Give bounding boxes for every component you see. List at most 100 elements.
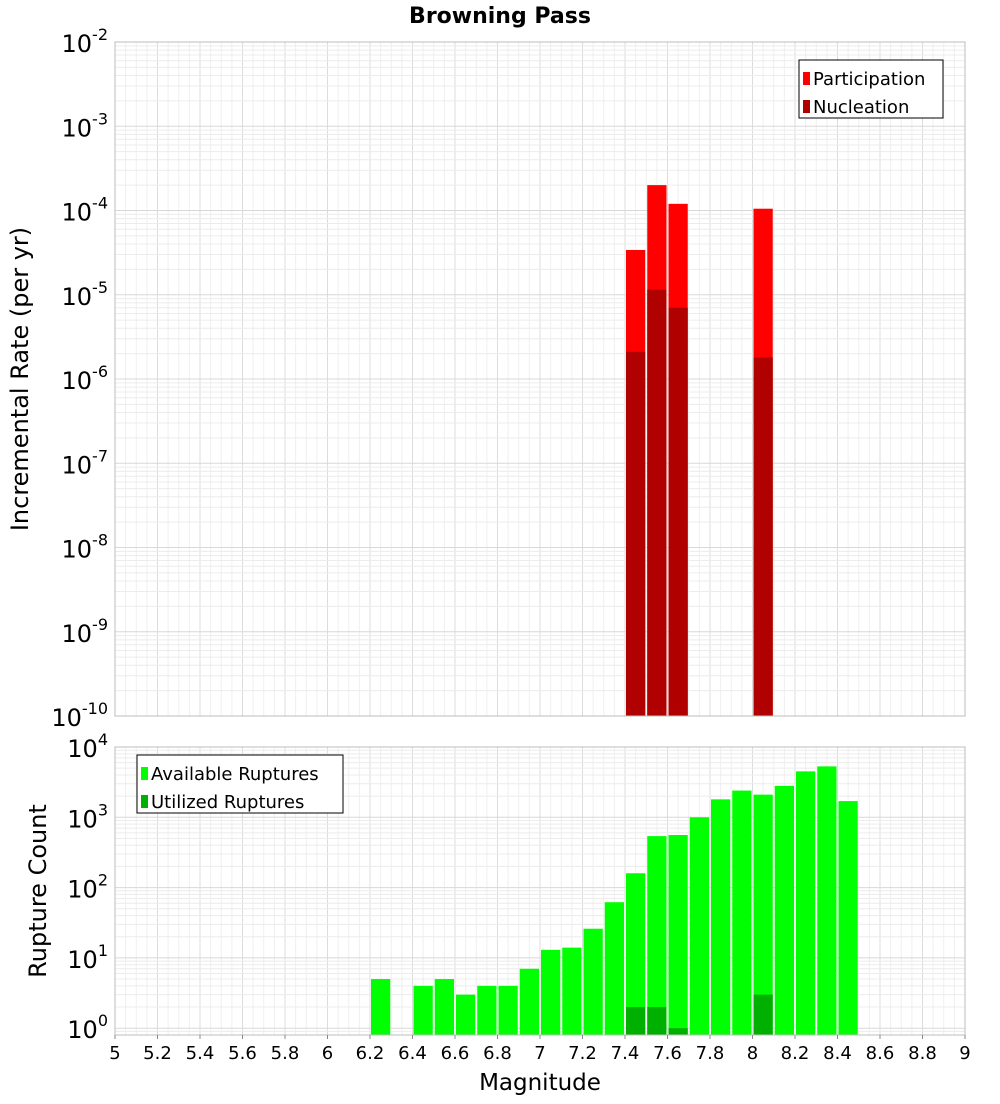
legend-swatch — [141, 767, 148, 780]
bar-primary — [477, 985, 497, 1035]
bar-secondary — [626, 1007, 646, 1035]
y-tick-exponent: -10 — [82, 699, 108, 718]
legend-label: Participation — [813, 69, 925, 90]
x-tick-label: 5.4 — [186, 1043, 215, 1064]
y-tick-base: 10 — [67, 805, 98, 833]
bar-secondary — [753, 357, 773, 716]
bar-primary — [583, 928, 603, 1035]
x-tick-label: 6 — [322, 1043, 333, 1064]
bar-primary — [413, 985, 433, 1035]
y-tick-base: 10 — [62, 536, 93, 564]
y-tick-base: 10 — [62, 114, 93, 142]
top-y-axis-label: Incremental Rate (per yr) — [6, 227, 34, 531]
x-tick-label: 7 — [534, 1043, 545, 1064]
y-tick-exponent: -7 — [92, 446, 108, 465]
bar-primary — [668, 834, 688, 1035]
legend-swatch — [803, 100, 810, 113]
bar-primary — [753, 794, 773, 1035]
x-tick-label: 8.2 — [781, 1043, 810, 1064]
y-tick-base: 10 — [67, 1016, 98, 1044]
y-tick-exponent: 4 — [98, 730, 108, 749]
y-tick-exponent: -8 — [92, 531, 108, 550]
bar-secondary — [668, 307, 688, 716]
y-tick-exponent: 1 — [98, 941, 108, 960]
bar-primary — [647, 836, 667, 1035]
y-tick-exponent: -4 — [92, 194, 108, 213]
y-tick-label: 10-9 — [62, 615, 109, 648]
top-panel: 10-210-310-410-510-610-710-810-910-10Par… — [51, 25, 966, 732]
plot-frame — [114, 41, 966, 717]
bar-secondary — [647, 289, 667, 716]
x-tick-label: 8.6 — [866, 1043, 895, 1064]
x-tick-label: 7.2 — [568, 1043, 597, 1064]
legend-label: Available Ruptures — [151, 764, 319, 785]
x-tick-label: 6.4 — [398, 1043, 427, 1064]
y-tick-label: 104 — [67, 730, 108, 763]
bar-primary — [434, 979, 454, 1035]
legend-box — [798, 59, 944, 119]
bar-primary — [498, 985, 518, 1035]
bar-primary — [838, 801, 858, 1035]
y-tick-label: 100 — [67, 1011, 108, 1044]
bar-primary — [796, 771, 816, 1035]
y-tick-base: 10 — [51, 704, 82, 732]
x-tick-label: 5.8 — [271, 1043, 300, 1064]
y-tick-label: 101 — [67, 941, 108, 974]
y-tick-label: 103 — [67, 800, 108, 833]
bar-primary — [562, 947, 582, 1035]
y-tick-label: 10-10 — [51, 699, 108, 732]
x-tick-label: 6.2 — [356, 1043, 385, 1064]
x-tick-label: 5 — [109, 1043, 120, 1064]
x-tick-label: 8 — [747, 1043, 758, 1064]
legend-swatch — [803, 72, 810, 85]
y-tick-base: 10 — [62, 620, 93, 648]
bar-primary — [604, 902, 624, 1035]
legend-label: Nucleation — [813, 97, 909, 118]
bar-secondary — [647, 1007, 667, 1035]
legend-swatch — [141, 795, 148, 808]
y-tick-exponent: 2 — [98, 871, 108, 890]
y-tick-exponent: -2 — [92, 25, 108, 44]
y-tick-label: 10-4 — [62, 194, 109, 227]
x-tick-label: 7.8 — [696, 1043, 725, 1064]
x-tick-label: 6.8 — [483, 1043, 512, 1064]
y-tick-label: 10-5 — [62, 278, 109, 311]
x-tick-label: 8.8 — [908, 1043, 937, 1064]
y-tick-exponent: 3 — [98, 800, 108, 819]
bar-primary — [732, 790, 752, 1035]
x-tick-label: 6.6 — [441, 1043, 470, 1064]
chart-title: Browning Pass — [409, 4, 591, 29]
bar-primary — [774, 785, 794, 1035]
x-tick-label: 7.6 — [653, 1043, 682, 1064]
y-tick-label: 10-3 — [62, 109, 109, 142]
bar-primary — [817, 766, 837, 1035]
bar-primary — [371, 979, 391, 1035]
x-tick-label: 8.4 — [823, 1043, 852, 1064]
bar-secondary — [668, 1028, 688, 1035]
bottom-y-axis-label: Rupture Count — [24, 804, 52, 978]
y-tick-exponent: -5 — [92, 278, 108, 297]
x-tick-label: 7.4 — [611, 1043, 640, 1064]
y-tick-base: 10 — [62, 30, 93, 58]
bar-primary — [711, 799, 731, 1035]
legend-box — [136, 754, 344, 814]
x-tick-label: 5.2 — [143, 1043, 172, 1064]
x-tick-label: 5.6 — [228, 1043, 257, 1064]
bar-primary — [541, 949, 561, 1035]
bar-secondary — [626, 351, 646, 716]
y-tick-base: 10 — [67, 946, 98, 974]
y-tick-label: 10-7 — [62, 446, 109, 479]
y-tick-label: 10-8 — [62, 531, 109, 564]
y-tick-label: 10-6 — [62, 362, 109, 395]
y-tick-base: 10 — [67, 735, 98, 763]
bar-primary — [519, 968, 539, 1035]
y-tick-base: 10 — [62, 451, 93, 479]
x-axis-label: Magnitude — [479, 1070, 601, 1096]
y-tick-base: 10 — [62, 199, 93, 227]
x-tick-label: 9 — [959, 1043, 970, 1064]
bar-primary — [626, 873, 646, 1035]
y-tick-base: 10 — [62, 283, 93, 311]
